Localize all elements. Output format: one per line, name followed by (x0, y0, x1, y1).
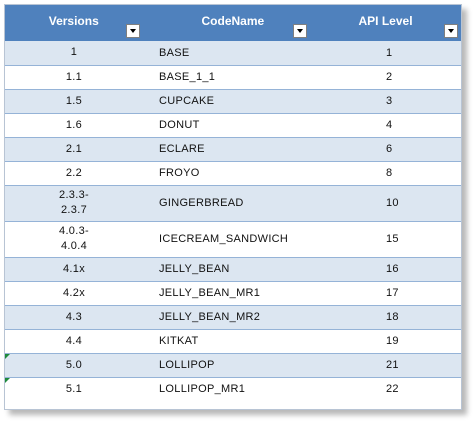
table-row: 4.2x JELLY_BEAN_MR1 17 (5, 280, 461, 305)
api-level-cell[interactable]: 16 (310, 256, 461, 281)
codename-cell[interactable]: CUPCAKE (143, 88, 310, 113)
column-header-versions: Versions (5, 5, 144, 41)
version-cell[interactable]: 1 (5, 41, 143, 65)
api-level-cell[interactable]: 15 (310, 220, 461, 257)
codename-cell[interactable]: GINGERBREAD (143, 184, 310, 221)
version-cell[interactable]: 4.0.3-4.0.4 (5, 220, 143, 257)
version-cell[interactable]: 4.4 (5, 328, 143, 353)
api-level-cell[interactable]: 8 (310, 160, 461, 185)
version-cell-text: 5.1 (65, 382, 83, 395)
column-header-codename: CodeName (143, 5, 311, 41)
version-cell[interactable]: 1.5 (5, 88, 143, 113)
table-row: 4.3 JELLY_BEAN_MR2 18 (5, 304, 461, 329)
version-cell[interactable]: 1.1 (5, 64, 143, 89)
table-row: 4.4 KITKAT 19 (5, 328, 461, 353)
version-cell[interactable]: 5.0 (5, 352, 143, 377)
android-versions-table: Versions CodeName API Level 1 BASE 1 (5, 5, 461, 401)
header-row: Versions CodeName API Level (5, 5, 461, 41)
codename-cell[interactable]: FROYO (143, 160, 310, 185)
codename-cell[interactable]: KITKAT (143, 328, 310, 353)
table-row: 1.6 DONUT 4 (5, 112, 461, 137)
table-row: 2.3.3-2.3.7 GINGERBREAD 10 (5, 184, 461, 221)
api-level-cell[interactable]: 3 (310, 88, 461, 113)
api-level-cell[interactable]: 10 (310, 184, 461, 221)
api-level-cell[interactable]: 1 (310, 41, 461, 65)
table-row: 2.2 FROYO 8 (5, 160, 461, 185)
codename-cell[interactable]: JELLY_BEAN (143, 256, 310, 281)
api-level-cell[interactable]: 22 (310, 376, 461, 401)
table-row: 1.1 BASE_1_1 2 (5, 64, 461, 89)
table-row: 4.1x JELLY_BEAN 16 (5, 256, 461, 281)
column-header-label: Versions (48, 14, 99, 28)
version-cell[interactable]: 2.3.3-2.3.7 (5, 184, 143, 221)
version-cell-text: 4.0.3-4.0.4 (59, 225, 89, 252)
codename-cell[interactable]: BASE_1_1 (143, 64, 310, 89)
version-cell-text: 5.0 (65, 358, 83, 371)
column-header-label: CodeName (201, 14, 265, 28)
table-row: 4.0.3-4.0.4 ICECREAM_SANDWICH 15 (5, 220, 461, 257)
column-header-api-level: API Level (310, 5, 461, 41)
table-row: 1 BASE 1 (5, 41, 461, 65)
filter-dropdown-icon[interactable] (125, 24, 140, 38)
version-cell[interactable]: 1.6 (5, 112, 143, 137)
version-cell[interactable]: 4.1x (5, 256, 143, 281)
spreadsheet-table-frame: Versions CodeName API Level 1 BASE 1 (4, 4, 462, 410)
codename-cell[interactable]: DONUT (143, 112, 310, 137)
api-level-cell[interactable]: 6 (310, 136, 461, 161)
version-cell[interactable]: 4.3 (5, 304, 143, 329)
version-cell[interactable]: 2.2 (5, 160, 143, 185)
codename-cell[interactable]: BASE (143, 41, 310, 65)
column-header-label: API Level (358, 14, 413, 28)
filter-dropdown-icon[interactable] (443, 24, 458, 38)
version-cell-text: 2.3.3-2.3.7 (59, 189, 89, 216)
codename-cell[interactable]: LOLLIPOP (143, 352, 310, 377)
api-level-cell[interactable]: 19 (310, 328, 461, 353)
codename-cell[interactable]: JELLY_BEAN_MR1 (143, 280, 310, 305)
error-indicator-icon (5, 377, 10, 383)
codename-cell[interactable]: JELLY_BEAN_MR2 (143, 304, 310, 329)
table-row: 5.1 LOLLIPOP_MR1 22 (5, 376, 461, 401)
api-level-cell[interactable]: 2 (310, 64, 461, 89)
api-level-cell[interactable]: 4 (310, 112, 461, 137)
codename-cell[interactable]: ICECREAM_SANDWICH (143, 220, 310, 257)
table-row: 2.1 ECLARE 6 (5, 136, 461, 161)
error-indicator-icon (5, 353, 10, 359)
api-level-cell[interactable]: 18 (310, 304, 461, 329)
version-cell[interactable]: 5.1 (5, 376, 143, 401)
version-cell[interactable]: 2.1 (5, 136, 143, 161)
api-level-cell[interactable]: 21 (310, 352, 461, 377)
codename-cell[interactable]: LOLLIPOP_MR1 (143, 376, 310, 401)
api-level-cell[interactable]: 17 (310, 280, 461, 305)
codename-cell[interactable]: ECLARE (143, 136, 310, 161)
table-row: 1.5 CUPCAKE 3 (5, 88, 461, 113)
version-cell[interactable]: 4.2x (5, 280, 143, 305)
table-row: 5.0 LOLLIPOP 21 (5, 352, 461, 377)
filter-dropdown-icon[interactable] (292, 24, 307, 38)
